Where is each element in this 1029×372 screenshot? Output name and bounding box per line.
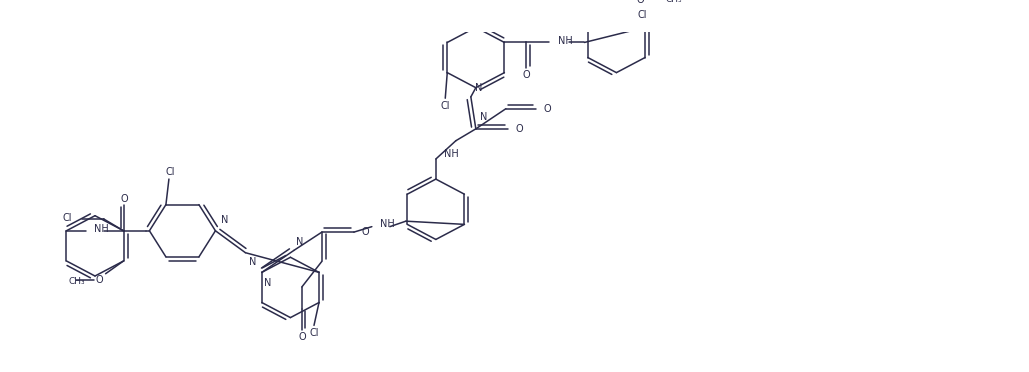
Text: O: O xyxy=(523,70,530,80)
Text: N: N xyxy=(474,83,483,93)
Text: Cl: Cl xyxy=(638,10,647,20)
Text: O: O xyxy=(362,227,369,237)
Text: O: O xyxy=(516,124,524,134)
Text: N: N xyxy=(296,237,304,247)
Text: CH₃: CH₃ xyxy=(665,0,681,4)
Text: NH: NH xyxy=(95,224,109,234)
Text: Cl: Cl xyxy=(166,167,175,177)
Text: N: N xyxy=(263,278,272,288)
Text: NH: NH xyxy=(559,36,573,46)
Text: NH: NH xyxy=(443,148,459,158)
Text: N: N xyxy=(221,215,228,225)
Text: N: N xyxy=(249,257,257,267)
Text: N: N xyxy=(480,112,487,122)
Text: CH₃: CH₃ xyxy=(69,276,85,286)
Text: O: O xyxy=(120,194,129,204)
Text: O: O xyxy=(636,0,644,5)
Text: Cl: Cl xyxy=(310,328,319,338)
Text: NH: NH xyxy=(380,219,394,229)
Text: O: O xyxy=(96,275,103,285)
Text: O: O xyxy=(298,332,306,342)
Text: Cl: Cl xyxy=(440,100,450,110)
Text: O: O xyxy=(544,104,552,114)
Text: Cl: Cl xyxy=(62,213,72,223)
